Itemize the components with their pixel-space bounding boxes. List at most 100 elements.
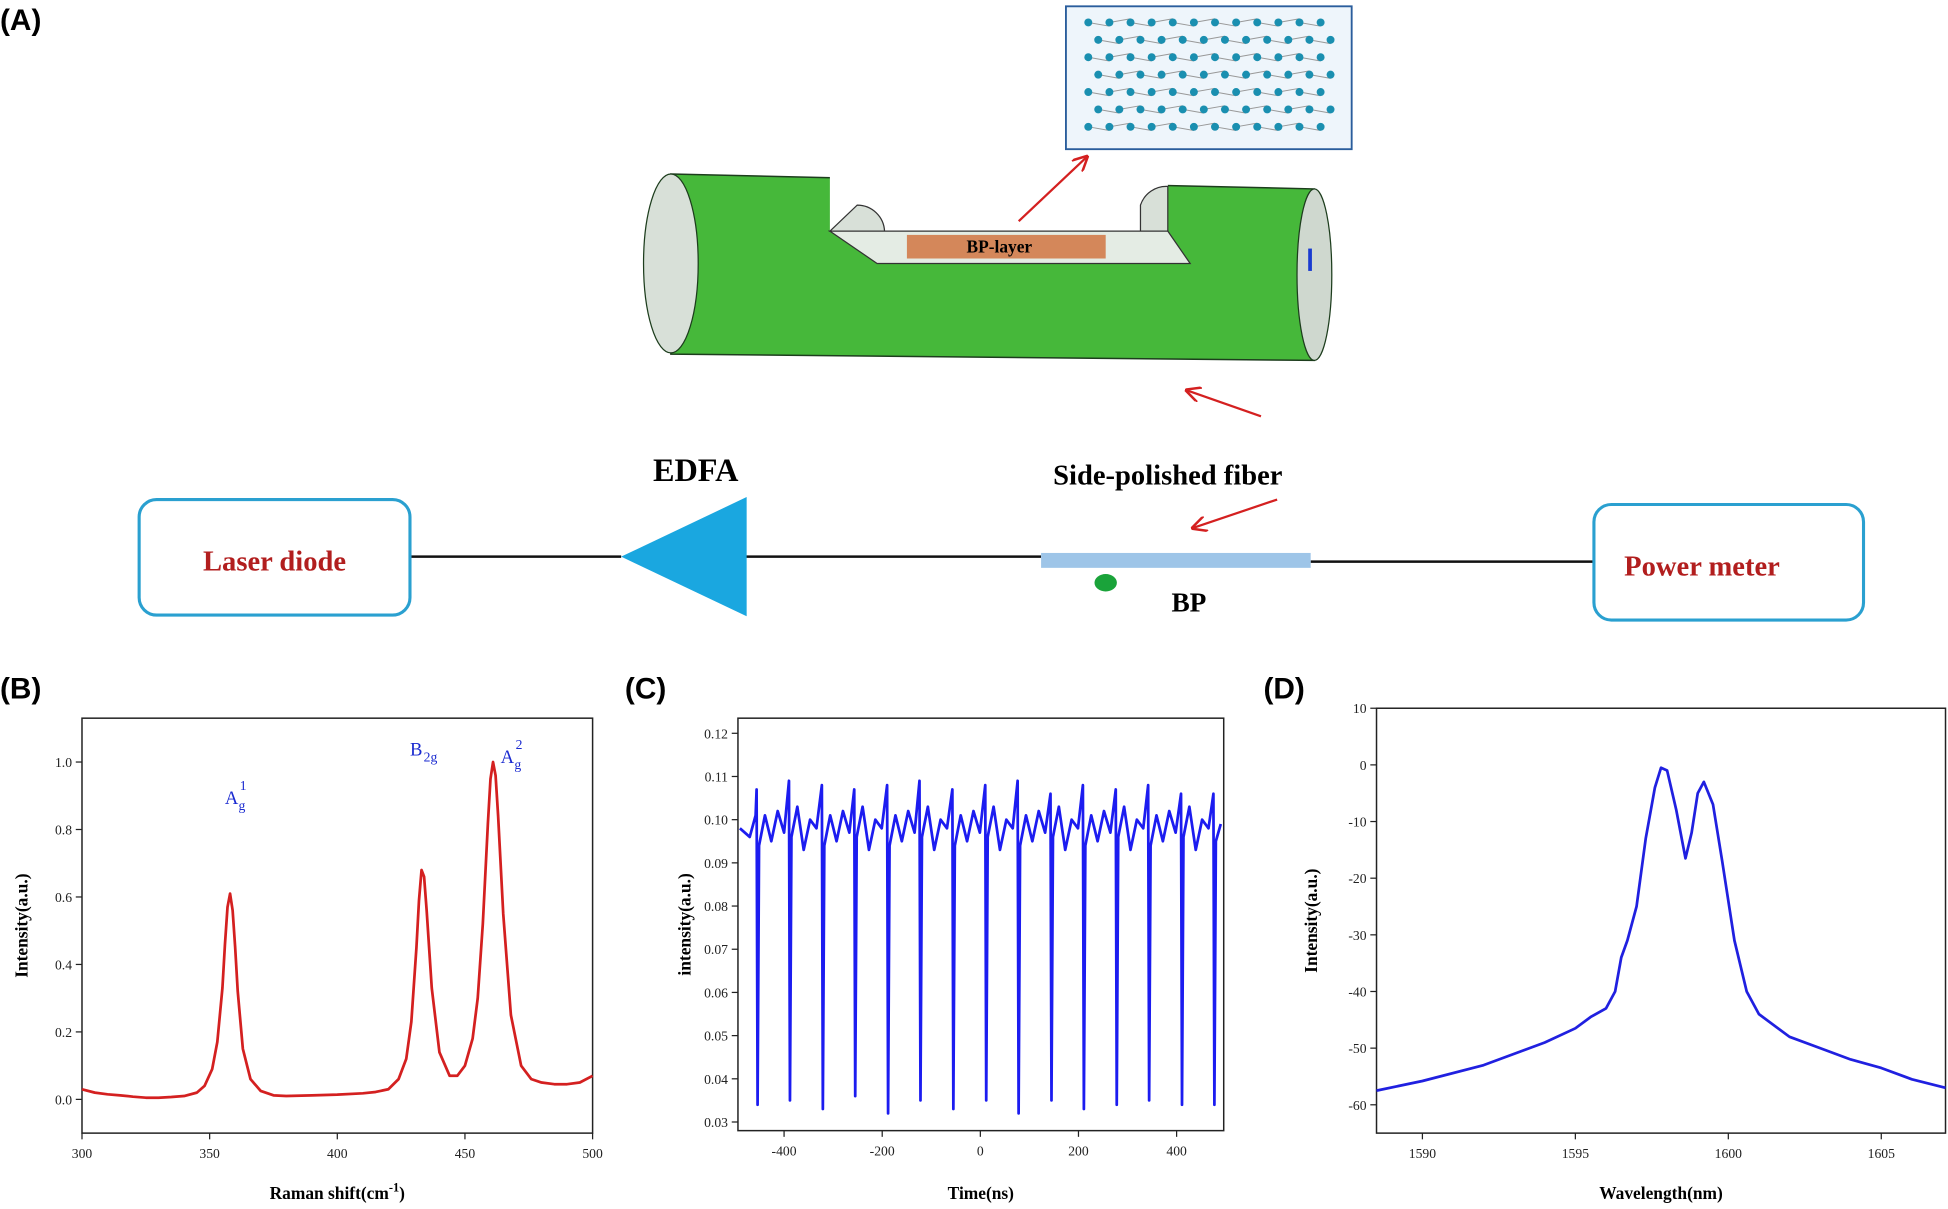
lattice-atom [1295, 18, 1304, 27]
x-tick-label: 400 [1166, 1143, 1187, 1158]
y-axis-label: Intensity(a.u.) [1302, 868, 1321, 972]
y-tick-label: 0.08 [704, 899, 728, 914]
lattice-atom [1147, 122, 1156, 131]
lattice-atom [1199, 35, 1208, 44]
lattice-atom [1115, 105, 1124, 114]
lattice-atom [1189, 53, 1198, 62]
y-tick-label: 0.11 [705, 769, 729, 784]
lattice-atom [1094, 70, 1103, 79]
fiber-core [1308, 248, 1312, 271]
lattice-atom [1126, 18, 1135, 27]
x-tick-label: 0 [977, 1143, 984, 1158]
y-tick-label: -60 [1348, 1098, 1366, 1113]
lattice-atom [1211, 88, 1219, 97]
lattice-atom [1199, 70, 1208, 79]
lattice-atom [1253, 18, 1262, 27]
x-tick-label: 1605 [1868, 1146, 1895, 1161]
peak-label: A [501, 747, 515, 768]
bp-layer [906, 234, 1106, 259]
data-line [1376, 766, 1946, 1092]
lattice-atom [1316, 18, 1325, 27]
y-tick-label: 0.0 [55, 1092, 72, 1107]
y-axis-label: Intensity(a.u.) [12, 873, 31, 977]
y-tick-label: 0.03 [704, 1115, 728, 1130]
arrow [1017, 157, 1087, 223]
lattice-atom [1242, 70, 1251, 79]
peak-label-sub: g [239, 798, 246, 813]
lattice-atom [1105, 122, 1114, 131]
y-tick-label: 0.04 [704, 1072, 728, 1087]
lattice-atom [1136, 70, 1145, 79]
x-tick-label: 400 [327, 1146, 348, 1161]
lattice-atom [1232, 122, 1241, 131]
lattice-atom [1242, 35, 1251, 44]
y-tick-label: 0.4 [55, 957, 72, 972]
lattice-atom [1094, 35, 1103, 44]
lattice-atom [1199, 105, 1208, 114]
peak-label-sub: g [514, 757, 521, 772]
lattice-atom [1147, 18, 1156, 27]
peak-label: A [225, 788, 239, 809]
fiber-end [1296, 188, 1333, 361]
x-tick-label: 1590 [1409, 1146, 1436, 1161]
lattice-atom [1178, 105, 1187, 114]
edfa-label: EDFA [653, 452, 739, 488]
lattice-atom [1220, 35, 1229, 44]
x-axis-label-end: ) [399, 1184, 405, 1203]
x-axis-label: Wavelength(nm) [1599, 1184, 1723, 1203]
x-tick-label: 350 [199, 1146, 220, 1161]
y-tick-label: 0.12 [704, 726, 728, 741]
lattice-atom [1084, 88, 1093, 97]
lattice-atom [1126, 88, 1135, 97]
bp-fiber [1041, 552, 1311, 568]
y-tick-label: 0.06 [704, 985, 728, 1000]
x-tick-label: 1595 [1562, 1146, 1589, 1161]
lattice-atom [1274, 88, 1283, 97]
lattice-atom [1253, 88, 1262, 97]
lattice-atom [1232, 88, 1241, 97]
lattice-atom [1178, 70, 1187, 79]
lattice-atom [1274, 122, 1283, 131]
laser-box [137, 497, 412, 617]
lattice-atom [1232, 53, 1241, 62]
lattice-atom [1126, 53, 1135, 62]
lattice-atom [1211, 122, 1219, 131]
x-axis-label-text: Raman shift(cm [270, 1184, 390, 1203]
y-tick-label: -20 [1348, 871, 1366, 886]
panel-label: (D) [1263, 672, 1304, 705]
lattice-atom [1115, 35, 1124, 44]
x-tick-label: 1600 [1715, 1146, 1742, 1161]
lattice-atom [1105, 53, 1114, 62]
y-tick-label: 0.8 [55, 822, 72, 837]
y-tick-label: 0.10 [704, 813, 728, 828]
panel-label: (C) [625, 672, 666, 705]
lattice-atom [1105, 18, 1114, 27]
lattice-atom [1157, 70, 1166, 79]
data-line [739, 779, 1223, 1115]
cut-wall [828, 204, 886, 232]
x-tick-label: 300 [72, 1146, 93, 1161]
x-tick-label: 500 [582, 1146, 603, 1161]
lattice-atom [1295, 53, 1304, 62]
lattice-atom [1263, 70, 1272, 79]
lattice-atom [1168, 88, 1177, 97]
y-tick-label: 0.2 [55, 1025, 72, 1040]
lattice-atom [1211, 18, 1219, 27]
arrow [1186, 390, 1262, 418]
lattice-atom [1211, 53, 1219, 62]
lattice-atom [1220, 70, 1229, 79]
lattice-atom [1263, 35, 1272, 44]
panel-label: (B) [0, 672, 41, 705]
fiber-label: Side-polished fiber [1053, 461, 1283, 492]
lattice-atom [1084, 122, 1093, 131]
lattice-atom [1168, 122, 1177, 131]
y-tick-label: 1.0 [55, 755, 72, 770]
x-axis-label-sup: -1 [389, 1181, 399, 1195]
y-tick-label: 0.05 [704, 1029, 728, 1044]
lattice-atom [1263, 105, 1272, 114]
plot-frame [81, 717, 594, 1134]
peak-label-sup: 2 [516, 737, 523, 752]
lattice-atom [1157, 105, 1166, 114]
